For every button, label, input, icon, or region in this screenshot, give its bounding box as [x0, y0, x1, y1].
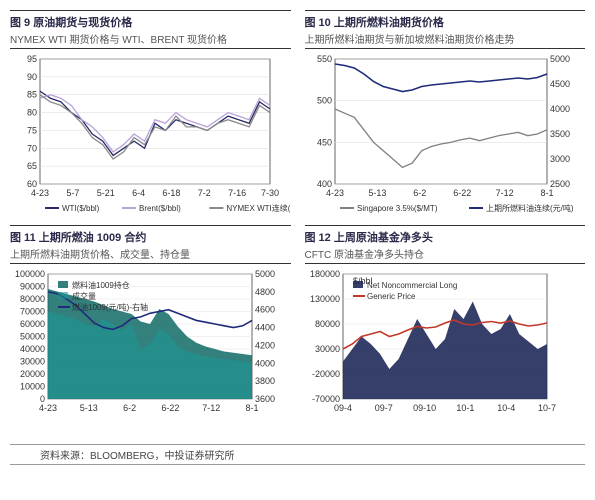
svg-text:4-23: 4-23: [31, 188, 49, 198]
svg-text:70000: 70000: [20, 307, 45, 317]
svg-text:Brent($/bbl): Brent($/bbl): [139, 204, 181, 213]
chart: -70000-200003000080000130000180000$/bbl0…: [305, 266, 586, 436]
svg-text:50000: 50000: [20, 332, 45, 342]
svg-text:成交量: 成交量: [72, 291, 96, 301]
svg-text:10-7: 10-7: [537, 403, 555, 413]
svg-text:4-23: 4-23: [39, 403, 57, 413]
svg-text:6-2: 6-2: [123, 403, 136, 413]
svg-text:Generic Price: Generic Price: [367, 292, 416, 301]
panel-head: 图 11 上期所燃油 1009 合约上期所燃料油期货价格、成交量、持仓量: [10, 225, 291, 264]
panel-sub: NYMEX WTI 期货价格与 WTI、BRENT 现货价格: [10, 31, 291, 46]
svg-text:6-2: 6-2: [413, 188, 426, 198]
svg-text:4-23: 4-23: [325, 188, 343, 198]
svg-text:8-1: 8-1: [540, 188, 553, 198]
svg-text:-20000: -20000: [311, 369, 339, 379]
svg-text:Net Noncommercial Long: Net Noncommercial Long: [367, 281, 457, 290]
panel-sub: 上期所燃料油期货与新加坡燃料油期货价格走势: [305, 31, 586, 46]
chart: 4004505005502500300035004000450050004-23…: [305, 51, 586, 221]
svg-text:450: 450: [316, 137, 331, 147]
panel-sub: CFTC 原油基金净多头持仓: [305, 246, 586, 261]
svg-text:60000: 60000: [20, 319, 45, 329]
svg-text:4000: 4000: [550, 104, 570, 114]
panel-p9: 图 9 原油期货与现货价格NYMEX WTI 期货价格与 WTI、BRENT 现…: [10, 10, 291, 221]
svg-text:180000: 180000: [309, 269, 339, 279]
svg-text:7-30: 7-30: [261, 188, 279, 198]
svg-text:30000: 30000: [20, 357, 45, 367]
svg-text:70: 70: [27, 143, 37, 153]
svg-text:5-13: 5-13: [368, 188, 386, 198]
svg-text:WTI($/bbl): WTI($/bbl): [62, 204, 100, 213]
svg-text:95: 95: [27, 54, 37, 64]
panel-title: 图 9 原油期货与现货价格: [10, 14, 291, 30]
svg-text:5-13: 5-13: [80, 403, 98, 413]
svg-text:09-7: 09-7: [374, 403, 392, 413]
svg-text:20000: 20000: [20, 369, 45, 379]
svg-text:7-12: 7-12: [202, 403, 220, 413]
panel-sub: 上期所燃料油期货价格、成交量、持仓量: [10, 246, 291, 261]
svg-text:09-4: 09-4: [333, 403, 351, 413]
svg-text:80000: 80000: [20, 294, 45, 304]
svg-text:5000: 5000: [255, 269, 275, 279]
svg-text:10-1: 10-1: [456, 403, 474, 413]
svg-text:燃料油1009持仓: 燃料油1009持仓: [72, 280, 130, 290]
svg-text:6-18: 6-18: [162, 188, 180, 198]
svg-text:40000: 40000: [20, 344, 45, 354]
panel-title: 图 12 上周原油基金净多头: [305, 229, 586, 245]
svg-text:5-21: 5-21: [97, 188, 115, 198]
chart: 60657075808590954-235-75-216-46-187-27-1…: [10, 51, 291, 221]
panel-title: 图 11 上期所燃油 1009 合约: [10, 229, 291, 245]
svg-text:7-12: 7-12: [495, 188, 513, 198]
svg-text:09-10: 09-10: [413, 403, 436, 413]
svg-text:6-22: 6-22: [161, 403, 179, 413]
svg-text:75: 75: [27, 125, 37, 135]
svg-text:3000: 3000: [550, 154, 570, 164]
svg-text:90: 90: [27, 72, 37, 82]
panel-p12: 图 12 上周原油基金净多头CFTC 原油基金净多头持仓-70000-20000…: [305, 225, 586, 436]
svg-text:4000: 4000: [255, 358, 275, 368]
svg-text:4500: 4500: [550, 79, 570, 89]
svg-text:4600: 4600: [255, 305, 275, 315]
svg-text:5-7: 5-7: [66, 188, 79, 198]
svg-text:7-2: 7-2: [198, 188, 211, 198]
panel-head: 图 10 上期所燃料油期货价格上期所燃料油期货与新加坡燃料油期货价格走势: [305, 10, 586, 49]
svg-text:6-22: 6-22: [453, 188, 471, 198]
svg-text:100000: 100000: [15, 269, 45, 279]
svg-text:30000: 30000: [314, 344, 339, 354]
svg-text:4400: 4400: [255, 323, 275, 333]
panel-p10: 图 10 上期所燃料油期货价格上期所燃料油期货与新加坡燃料油期货价格走势4004…: [305, 10, 586, 221]
svg-text:3500: 3500: [550, 129, 570, 139]
svg-text:7-16: 7-16: [228, 188, 246, 198]
panel-p11: 图 11 上期所燃油 1009 合约上期所燃料油期货价格、成交量、持仓量0100…: [10, 225, 291, 436]
source-footer: 资料来源：BLOOMBERG，中投证券研究所: [10, 444, 585, 465]
svg-text:80000: 80000: [314, 319, 339, 329]
svg-text:500: 500: [316, 96, 331, 106]
chart: 0100002000030000400005000060000700008000…: [10, 266, 291, 436]
svg-text:上期所燃料油连续(元/吨): 上期所燃料油连续(元/吨): [486, 203, 574, 213]
svg-text:4800: 4800: [255, 287, 275, 297]
svg-text:3800: 3800: [255, 376, 275, 386]
svg-text:8-1: 8-1: [245, 403, 258, 413]
svg-text:90000: 90000: [20, 282, 45, 292]
svg-text:10000: 10000: [20, 382, 45, 392]
panel-head: 图 12 上周原油基金净多头CFTC 原油基金净多头持仓: [305, 225, 586, 264]
panel-title: 图 10 上期所燃料油期货价格: [305, 14, 586, 30]
svg-text:65: 65: [27, 161, 37, 171]
svg-text:Singapore 3.5%($/MT): Singapore 3.5%($/MT): [357, 204, 438, 213]
svg-text:燃油1009(元/吨)-右轴: 燃油1009(元/吨)-右轴: [72, 302, 148, 312]
svg-text:10-4: 10-4: [497, 403, 515, 413]
svg-text:550: 550: [316, 54, 331, 64]
panel-head: 图 9 原油期货与现货价格NYMEX WTI 期货价格与 WTI、BRENT 现…: [10, 10, 291, 49]
svg-text:80: 80: [27, 108, 37, 118]
svg-text:130000: 130000: [309, 294, 339, 304]
svg-text:NYMEX WTI连续($/bbl): NYMEX WTI连续($/bbl): [226, 203, 290, 213]
svg-text:85: 85: [27, 90, 37, 100]
svg-text:4200: 4200: [255, 340, 275, 350]
svg-text:5000: 5000: [550, 54, 570, 64]
svg-text:6-4: 6-4: [132, 188, 145, 198]
